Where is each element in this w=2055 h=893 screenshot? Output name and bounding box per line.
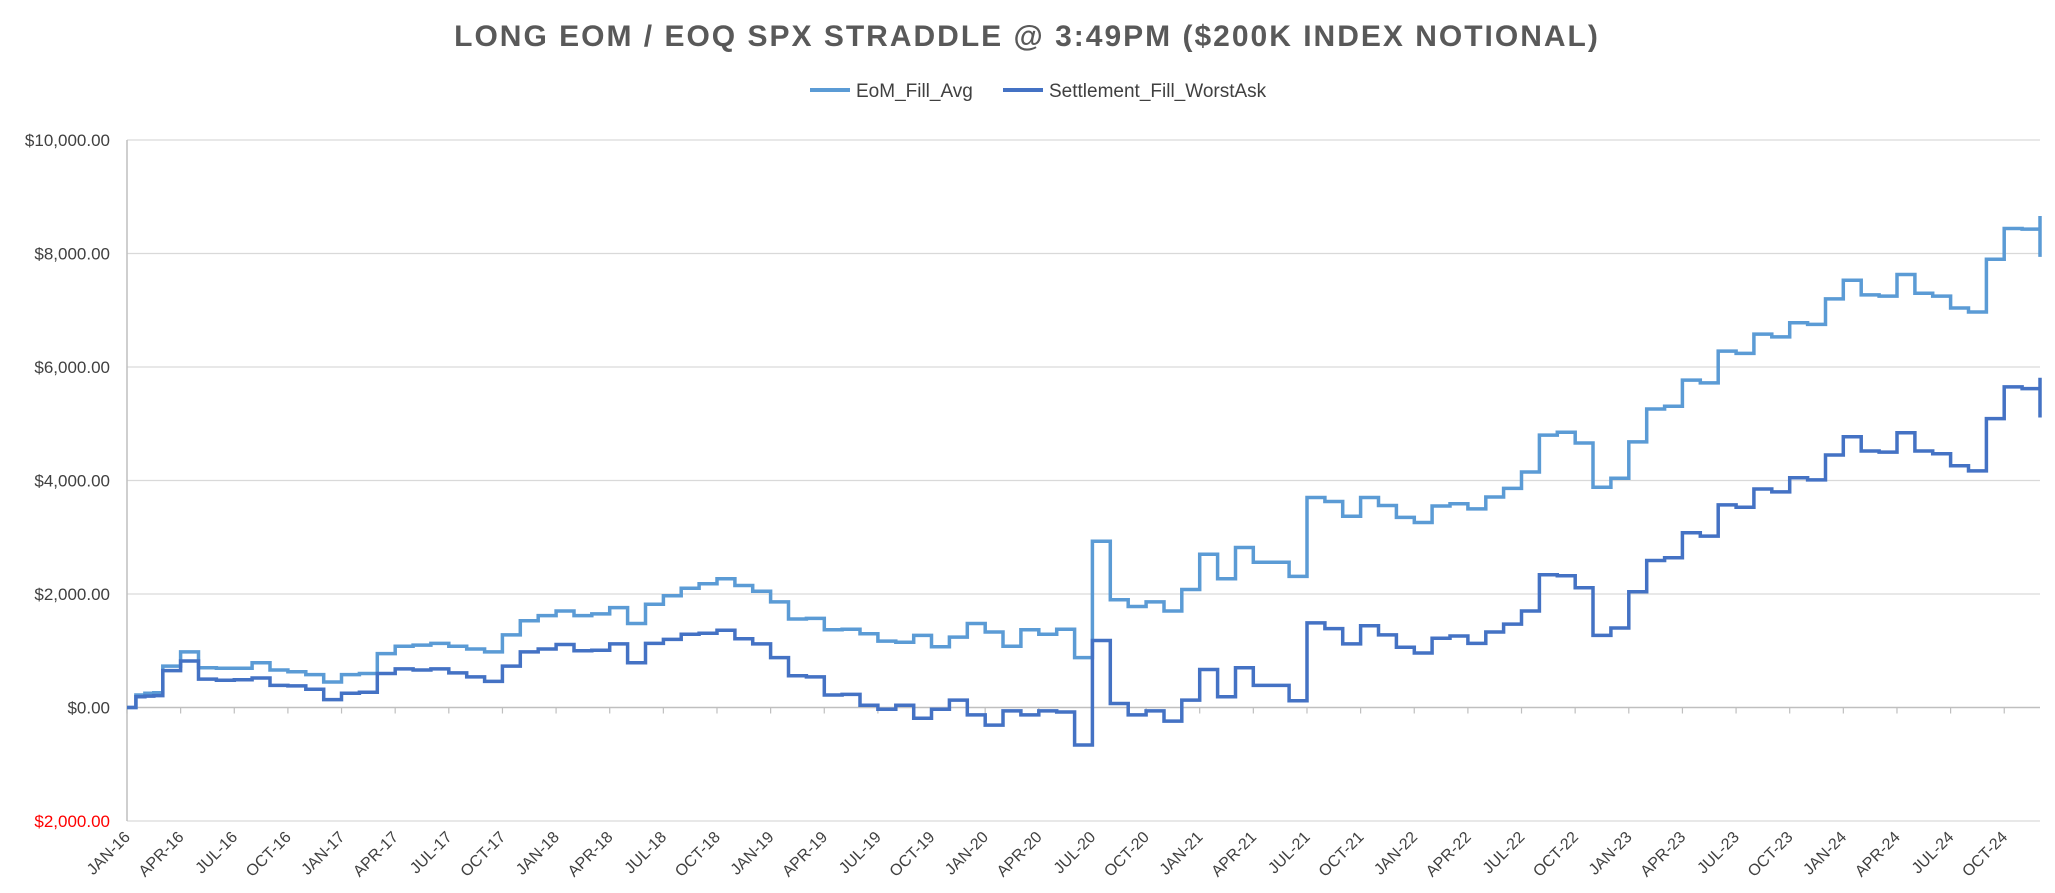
y-tick-label: $2,000.00: [34, 585, 110, 604]
x-tick-label: JUL-19: [836, 829, 885, 878]
x-tick-label: OCT-18: [672, 829, 724, 881]
x-tick-label: APR-22: [1423, 829, 1475, 881]
x-tick-label: JAN-23: [1586, 829, 1636, 879]
x-tick-label: OCT-19: [887, 829, 939, 881]
y-tick-label: $6,000.00: [34, 358, 110, 377]
x-tick-label: JAN-24: [1800, 829, 1850, 879]
x-tick-label: OCT-23: [1745, 829, 1797, 881]
x-tick-label: APR-16: [136, 829, 188, 881]
x-tick-label: OCT-20: [1101, 829, 1153, 881]
x-tick-label: OCT-24: [1959, 829, 2011, 881]
x-tick-label: JUL-20: [1051, 829, 1100, 878]
y-tick-label: $8,000.00: [34, 245, 110, 264]
x-tick-label: APR-21: [1209, 829, 1261, 881]
x-tick-label: JAN-20: [942, 829, 992, 879]
legend: EoM_Fill_Avg Settlement_Fill_WorstAsk: [810, 81, 1267, 102]
x-tick-label: OCT-17: [458, 829, 510, 881]
x-tick-label: JAN-17: [299, 829, 349, 879]
x-axis: JAN-16 APR-16 JUL-16 OCT-16 JAN-17 APR-17 JUL-…: [84, 140, 2040, 880]
x-tick-label: APR-24: [1852, 829, 1904, 881]
x-tick-label: APR-18: [565, 829, 617, 881]
y-tick-label: $10,000.00: [25, 131, 110, 150]
series-line-Settlement_Fill_WorstAsk: [127, 377, 2042, 747]
legend-label: Settlement_Fill_WorstAsk: [1049, 81, 1267, 102]
x-tick-label: JUL-24: [1909, 829, 1958, 878]
x-tick-label: JAN-19: [728, 829, 778, 879]
x-tick-label: JAN-18: [513, 829, 563, 879]
x-tick-label: JUL-22: [1480, 829, 1529, 878]
x-tick-label: JAN-22: [1371, 829, 1421, 879]
x-tick-label: JUL-23: [1694, 829, 1743, 878]
x-tick-label: JUL-18: [622, 829, 671, 878]
x-tick-label: APR-23: [1638, 829, 1690, 881]
y-tick-label: $0.00: [67, 699, 110, 718]
x-tick-label: JAN-21: [1157, 829, 1207, 879]
y-axis-tick-labels: $10,000.00 $8,000.00 $6,000.00 $4,000.00 $2,…: [25, 131, 110, 831]
y-tick-label: $4,000.00: [34, 472, 110, 491]
series-line-EoM_Fill_Avg: [127, 216, 2042, 710]
x-tick-label: JUL-21: [1265, 829, 1314, 878]
x-tick-label: APR-17: [350, 829, 402, 881]
x-tick-label: APR-20: [994, 829, 1046, 881]
x-tick-label: OCT-21: [1316, 829, 1368, 881]
series-lines: [127, 216, 2042, 747]
legend-label: EoM_Fill_Avg: [856, 81, 973, 102]
x-tick-label: APR-19: [779, 829, 831, 881]
gridlines: [127, 139, 2040, 822]
x-tick-label: JAN-16: [84, 829, 134, 879]
x-tick-label: JUL-16: [193, 829, 242, 878]
x-tick-label: OCT-16: [243, 829, 295, 881]
y-tick-label: $2,000.00: [34, 812, 110, 831]
chart-title: LONG EOM / EOQ SPX STRADDLE @ 3:49PM ($2…: [454, 20, 1600, 53]
x-tick-label: JUL-17: [407, 829, 456, 878]
x-tick-label: OCT-22: [1530, 829, 1582, 881]
